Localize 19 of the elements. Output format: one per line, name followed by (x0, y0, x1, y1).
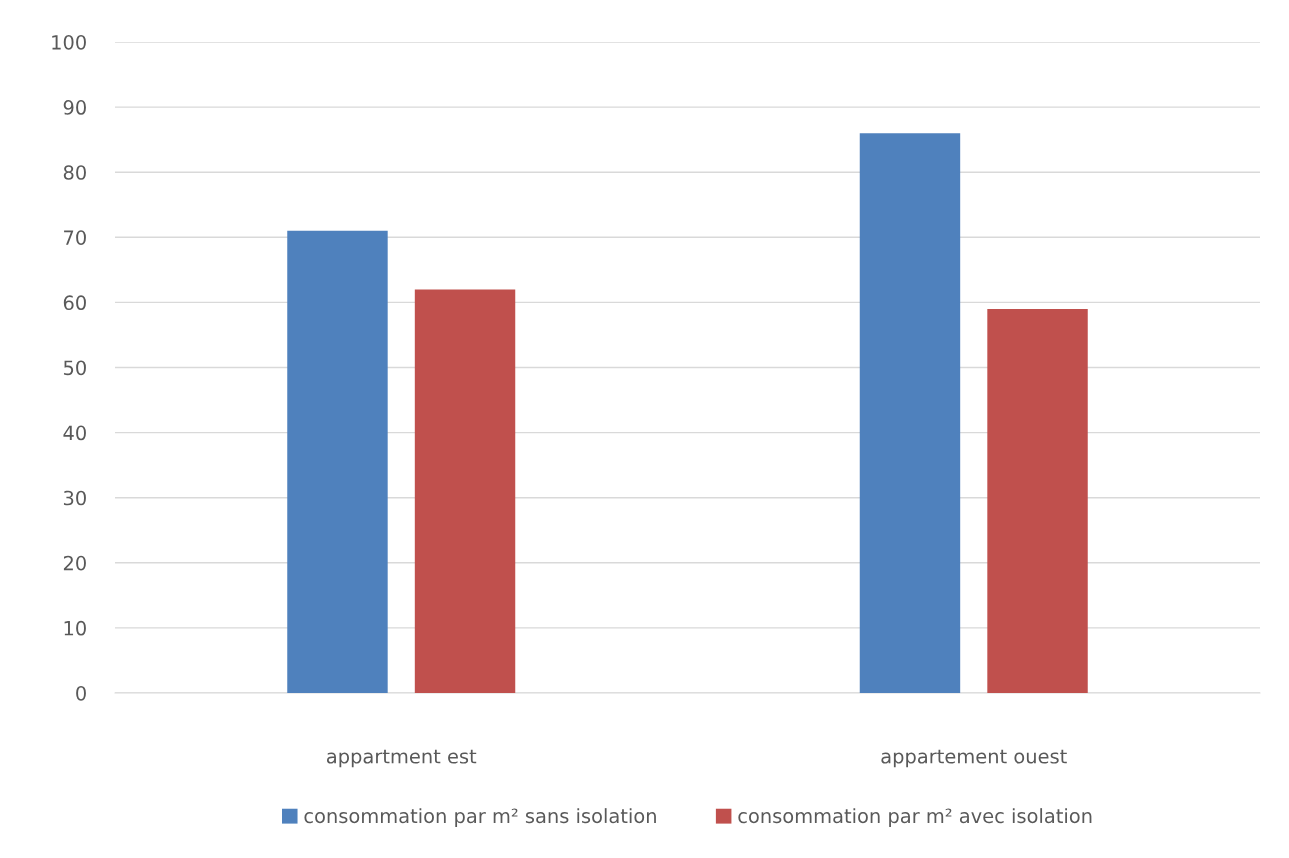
x-tick-label: appartment est (326, 749, 477, 768)
bar (287, 230, 388, 693)
y-tick-label: 0 (76, 685, 86, 701)
legend-label: consommation par m² sans isolation (304, 808, 656, 827)
y-tick-label: 20 (63, 555, 86, 571)
y-tick-label: 70 (64, 230, 86, 245)
y-tick-label: 90 (63, 100, 86, 115)
bar (414, 289, 516, 693)
y-tick-label: 30 (63, 490, 86, 506)
y-tick-label: 100 (52, 34, 86, 50)
legend-label: consommation par m² avec isolation (738, 808, 1092, 827)
y-tick-label: 50 (63, 360, 86, 376)
y-tick-label: 60 (63, 295, 86, 311)
y-tick-label: 10 (64, 620, 86, 636)
y-tick-label: 80 (63, 165, 86, 180)
bar (987, 308, 1088, 693)
y-tick-label: 40 (63, 425, 86, 441)
x-tick-label: appartement ouest (881, 749, 1067, 768)
bar (859, 133, 961, 693)
